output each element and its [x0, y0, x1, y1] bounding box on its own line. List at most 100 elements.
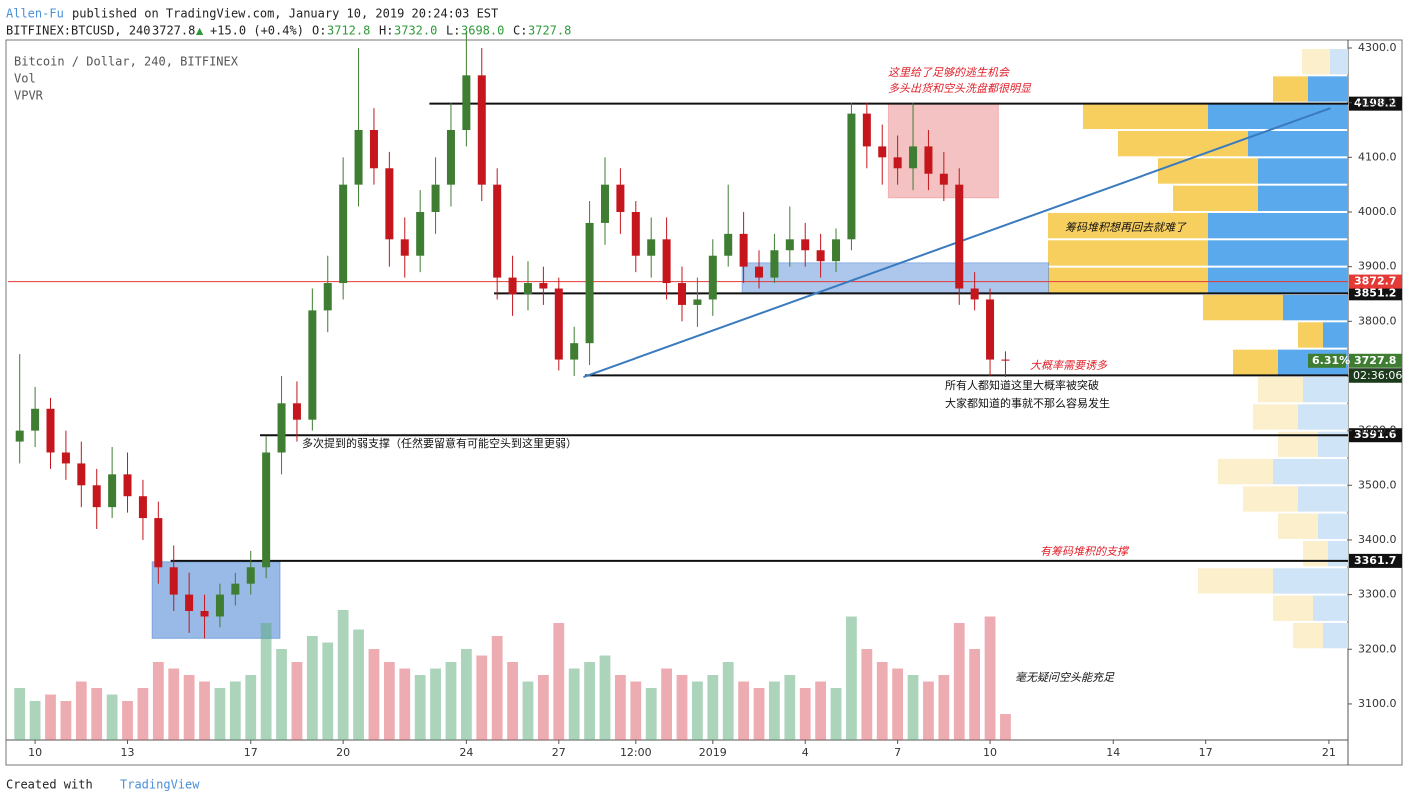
y-tick-label: 4200.0 [1358, 96, 1397, 109]
profile-down [1308, 76, 1348, 102]
volume-bar [568, 668, 580, 740]
volume-bar [137, 688, 149, 740]
candle-body [755, 266, 764, 278]
volume-bar [460, 649, 472, 740]
candle-body [847, 113, 856, 240]
candle-body [292, 403, 301, 420]
candle-body [185, 594, 194, 612]
profile-down [1328, 540, 1348, 567]
annotation: 所有人都知道这里大概率被突破 [945, 378, 1099, 392]
volume-bar [229, 681, 241, 740]
candle-body [955, 184, 964, 289]
author[interactable]: Allen-Fu [6, 7, 64, 21]
profile-down [1208, 212, 1348, 239]
candle-body [431, 184, 440, 212]
profile-up [1278, 513, 1318, 539]
profile-up [1298, 322, 1323, 348]
volume-bar [753, 688, 765, 740]
last-label: 3727.8 [1354, 354, 1396, 367]
footer-created: Created with [6, 778, 93, 792]
candle-body [508, 277, 517, 294]
profile-up [1293, 622, 1323, 649]
candle-body [123, 474, 132, 497]
change-label: 6.31% [1312, 354, 1350, 367]
volume-bar [214, 688, 226, 740]
y-tick-label: 3500.0 [1358, 478, 1397, 491]
volume-bar [491, 636, 503, 740]
annotation: 多次提到的弱支撑（任然要留意有可能空头到这里更弱） [302, 436, 577, 450]
candle-body [15, 430, 24, 442]
volume-bar [276, 649, 287, 740]
ohlc-value: 3698.0 [461, 24, 504, 38]
candle-body [493, 184, 502, 278]
volume-bar [122, 701, 133, 740]
candle-body [354, 130, 363, 185]
volume-bar [584, 662, 595, 740]
volume-bar [599, 655, 611, 740]
profile-down [1323, 622, 1348, 649]
x-tick-label: 13 [121, 746, 135, 759]
volume-bar [29, 701, 41, 740]
volume-bar [399, 668, 411, 740]
footer-brand[interactable]: TradingView [120, 778, 200, 792]
published: published on TradingView.com, January 10… [72, 7, 498, 21]
volume-bar [60, 701, 72, 740]
candle-body [816, 250, 825, 262]
volume-bar [537, 675, 549, 740]
volume-bar [892, 668, 904, 740]
profile-up [1302, 49, 1330, 75]
candle-body [862, 113, 871, 147]
volume-bar [938, 675, 950, 740]
candle-body [169, 567, 178, 595]
level-tag [1349, 286, 1402, 301]
profile-down [1313, 595, 1348, 621]
annotation: 多头出货和空头洗盘都很明显 [888, 82, 1032, 95]
volume-bar [445, 662, 457, 740]
volume-bar [907, 675, 919, 740]
volume-bar [722, 662, 734, 740]
candle-body [539, 283, 548, 289]
candle-body [200, 611, 209, 617]
volume-bar [692, 681, 703, 740]
volume-bar [414, 675, 426, 740]
volume-bar [769, 681, 780, 740]
x-tick-label: 12:00 [620, 746, 652, 759]
candle-body [92, 485, 101, 508]
last: 3727.8 [152, 24, 195, 38]
volume-bar [707, 675, 719, 740]
profile-up [1198, 568, 1273, 594]
volume-bar [430, 668, 441, 740]
candle-body [385, 168, 394, 240]
ohlc-value: 3712.8 [327, 24, 370, 38]
candle-body [246, 567, 255, 584]
ohlc-label: H: [379, 24, 393, 38]
x-tick-label: 17 [1199, 746, 1213, 759]
candle-body [231, 583, 240, 595]
x-tick-label: 4 [802, 746, 809, 759]
arrow: ▲ [196, 24, 204, 38]
volume-bar [876, 662, 888, 740]
legend-vpvr: VPVR [14, 89, 44, 103]
volume-bar [661, 668, 672, 740]
last-tag [1349, 353, 1402, 368]
profile-down [1248, 131, 1348, 157]
candle-body [924, 146, 933, 174]
candle-body [215, 594, 224, 617]
annotation: 这里给了足够的逃生机会 [888, 66, 1010, 79]
volume-bar [353, 629, 364, 740]
x-tick-label: 27 [552, 746, 566, 759]
volume-bar [91, 688, 103, 740]
volume-bar [183, 675, 195, 740]
volume-bar [383, 662, 395, 740]
x-tick-label: 24 [459, 746, 473, 759]
ohlc-label: C: [513, 24, 527, 38]
profile-up [1273, 595, 1313, 621]
volume-bar [923, 681, 934, 740]
candle-body [308, 310, 317, 420]
ohlc-label: O: [312, 24, 326, 38]
candle-body [893, 157, 902, 169]
candle-body [878, 146, 887, 158]
y-tick-label: 3200.0 [1358, 642, 1397, 655]
volume-bar [738, 681, 750, 740]
x-tick-label: 2019 [699, 746, 727, 759]
